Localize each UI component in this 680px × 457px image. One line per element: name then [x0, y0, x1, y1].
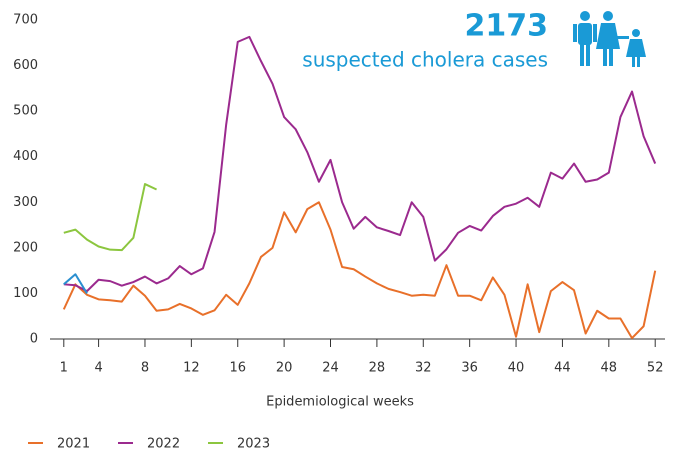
x-tick-label: 20 — [276, 361, 293, 376]
legend-label: 2022 — [147, 437, 180, 452]
people-icon — [573, 11, 646, 67]
x-tick-label: 52 — [647, 361, 664, 376]
headline-number: 2173 — [465, 9, 549, 44]
x-tick-label: 24 — [322, 361, 339, 376]
x-tick-label: 48 — [601, 361, 618, 376]
x-tick-label: 4 — [94, 361, 102, 376]
series-line — [63, 35, 657, 293]
x-axis-label: Epidemiological weeks — [266, 395, 414, 410]
series-line — [62, 201, 657, 340]
y-tick-label: 700 — [13, 13, 38, 28]
headline-text: suspected cholera cases — [302, 48, 548, 72]
x-tick-label: 28 — [369, 361, 386, 376]
x-tick-label: 8 — [141, 361, 149, 376]
y-tick-label: 100 — [13, 286, 38, 301]
x-tick-label: 32 — [415, 361, 432, 376]
y-tick-label: 200 — [13, 240, 38, 255]
x-tick-label: 36 — [461, 361, 478, 376]
legend-label: 2023 — [237, 437, 270, 452]
x-tick-label: 12 — [183, 361, 200, 376]
x-tick-label: 44 — [554, 361, 571, 376]
series-line — [63, 273, 88, 294]
y-tick-label: 400 — [13, 149, 38, 164]
y-tick-label: 300 — [13, 195, 38, 210]
x-tick-label: 1 — [60, 361, 68, 376]
y-tick-label: 600 — [13, 58, 38, 73]
x-tick-label: 40 — [508, 361, 525, 376]
y-tick-label: 500 — [13, 104, 38, 119]
series-line — [63, 183, 157, 252]
legend-label: 2021 — [57, 437, 90, 452]
y-tick-label: 0 — [30, 332, 38, 347]
x-tick-label: 16 — [229, 361, 246, 376]
